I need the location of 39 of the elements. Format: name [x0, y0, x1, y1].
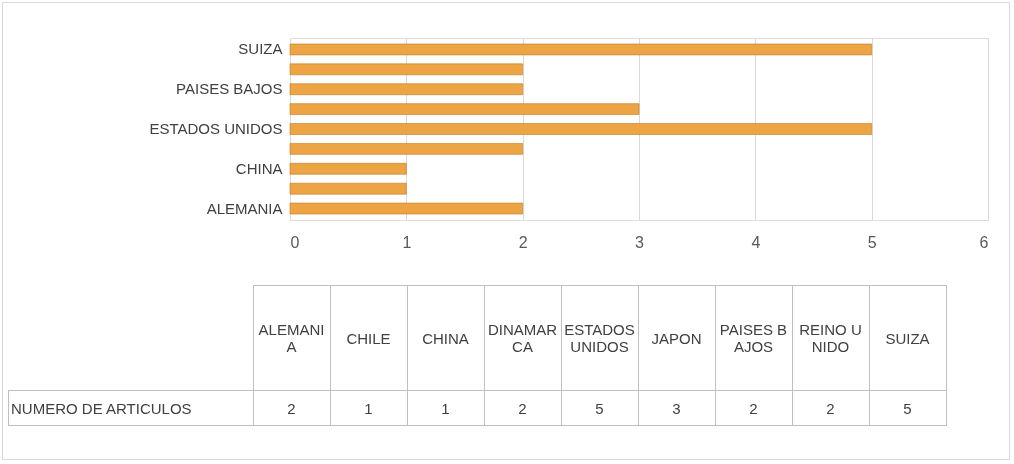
bar: [289, 143, 523, 155]
x-tick-label: 3: [635, 233, 645, 251]
x-tick-label: 5: [867, 233, 877, 251]
category-label: SUIZA: [869, 285, 946, 391]
data-label: 3: [638, 390, 715, 426]
data-label: 2: [715, 390, 792, 426]
category-label: CHILE: [330, 285, 407, 391]
y-tick-label: ALEMANIA: [206, 199, 283, 217]
bar: [289, 123, 872, 135]
data-label: 1: [330, 390, 407, 426]
bar: [289, 103, 640, 115]
category-label: CHINA: [407, 285, 484, 391]
bar: [289, 83, 523, 95]
bar: [289, 182, 407, 195]
data-label: 1: [407, 390, 484, 426]
x-tick-label: 6: [979, 233, 989, 251]
data-label: 5: [869, 390, 946, 426]
category-label: ESTADOS UNIDOS: [561, 285, 638, 391]
data-label: 2: [253, 390, 330, 426]
category-label: REINO UNIDO: [792, 285, 869, 391]
bar: [289, 63, 523, 76]
category-label: JAPON: [638, 285, 715, 391]
data-label: 2: [792, 390, 869, 426]
category-label: DINAMARCA: [484, 285, 561, 391]
text: NUMERO DE ARTICULOS: [8, 390, 253, 426]
y-tick-label: PAISES BAJOS: [176, 80, 283, 98]
x-tick-label: 4: [751, 233, 761, 251]
y-tick-label: CHINA: [235, 159, 283, 177]
x-tick-label: 0: [290, 233, 300, 251]
y-tick-label: SUIZA: [238, 40, 283, 58]
bar: [289, 163, 407, 175]
bar: [289, 43, 872, 56]
x-tick-label: 1: [402, 233, 412, 251]
category-label: PAISES BAJOS: [715, 285, 792, 391]
y-tick-label: ESTADOS UNIDOS: [149, 120, 283, 137]
data-label: 2: [484, 390, 561, 426]
bar: [289, 202, 523, 215]
data-label: 5: [561, 390, 638, 426]
x-tick-label: 2: [518, 233, 528, 251]
